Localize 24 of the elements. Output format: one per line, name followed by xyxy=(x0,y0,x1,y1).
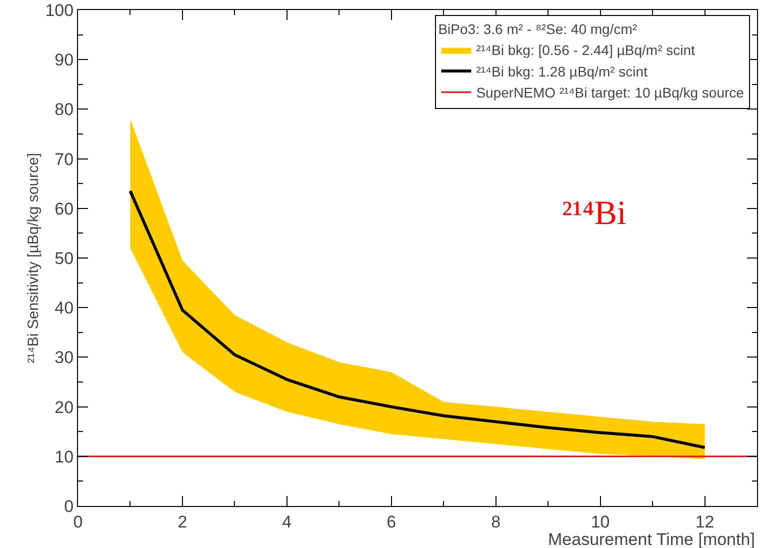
y-tick-label: 80 xyxy=(54,100,74,120)
y-axis-title: ²¹⁴Bi Sensitivity [µBq/kg source] xyxy=(25,152,42,364)
x-tick-label: 8 xyxy=(491,512,501,532)
legend-title: BiPo3: 3.6 m² - ⁸²Se: 40 mg/cm² xyxy=(438,21,638,38)
y-tick-label: 90 xyxy=(54,50,74,70)
y-tick-label: 0 xyxy=(64,496,74,516)
y-tick-label: 60 xyxy=(54,199,74,218)
y-tick-label: 100 xyxy=(45,0,74,20)
y-tick-label: 20 xyxy=(54,398,74,417)
x-tick-label: 10 xyxy=(590,512,610,532)
y-tick-label: 10 xyxy=(54,447,74,466)
x-tick-label: 4 xyxy=(282,512,292,532)
x-tick-label: 12 xyxy=(695,512,714,532)
legend-label: ²¹⁴Bi bkg: [0.56 - 2.44] µBq/m² scint xyxy=(476,42,696,58)
y-tick-label: 30 xyxy=(54,348,74,368)
line-series xyxy=(128,190,706,449)
y-tick-label: 50 xyxy=(54,248,74,268)
x-tick-label: 2 xyxy=(178,512,188,532)
legend-label: SuperNEMO ²¹⁴Bi target: 10 µBq/kg source xyxy=(476,84,744,101)
annotation: ²¹⁴Bi xyxy=(562,195,626,232)
legend-label: ²¹⁴Bi bkg: 1.28 µBq/m² scint xyxy=(476,63,648,80)
x-tick-label: 6 xyxy=(386,512,396,532)
y-tick-label: 70 xyxy=(54,150,74,169)
y-tick-label: 40 xyxy=(54,298,74,318)
